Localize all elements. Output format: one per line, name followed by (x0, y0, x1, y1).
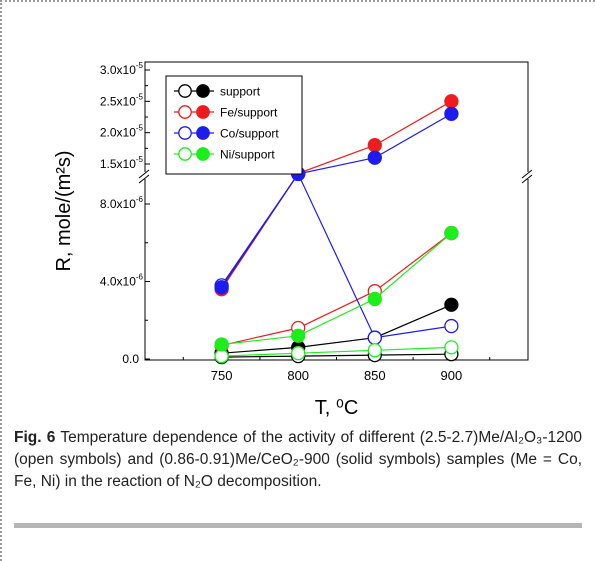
series-line (221, 304, 452, 354)
caption-label: Fig. 6 (14, 429, 56, 446)
legend-marker-open (178, 147, 192, 161)
legend-marker-open (178, 126, 192, 140)
legend-label: Ni/support (220, 148, 275, 162)
axis-break-mark (138, 169, 150, 179)
x-tick-label: 800 (287, 368, 309, 383)
axis-break-mark (521, 169, 533, 179)
axis-break-gap-right (522, 172, 534, 179)
axis-break-mark (521, 174, 533, 184)
data-point (214, 337, 229, 352)
data-point (444, 225, 459, 241)
legend-label: support (220, 85, 261, 99)
legend-marker-solid (196, 126, 210, 140)
data-point (367, 291, 382, 307)
data-point (291, 346, 306, 361)
y-tick-label: 2.5x10-5 (100, 92, 144, 108)
series-line (221, 346, 452, 357)
x-axis-label: T, ⁰C (315, 397, 359, 419)
axis-break-gap-left (139, 172, 151, 179)
data-point (367, 343, 382, 358)
data-point (367, 330, 382, 345)
data-point (444, 340, 459, 355)
x-tick-label: 850 (364, 368, 386, 383)
data-point (444, 297, 459, 312)
series-line (221, 232, 452, 346)
series-line (221, 113, 452, 288)
y-tick-label: 4.0x10-6 (100, 273, 144, 289)
axis-break-mark (138, 174, 150, 184)
x-tick-label: 900 (441, 368, 463, 383)
data-point (444, 318, 459, 334)
legend-marker-solid (196, 147, 210, 161)
legend-marker-open (178, 84, 192, 98)
data-point (291, 328, 306, 343)
y-tick-label: 3.0x10-5 (100, 61, 144, 77)
legend-label: Fe/support (220, 106, 278, 120)
data-point (444, 106, 459, 122)
y-tick-label: 0.0 (122, 352, 139, 366)
figure-caption: Fig. 6 Temperature dependence of the act… (14, 427, 582, 493)
y-tick-label: 1.5x10-5 (100, 155, 144, 171)
left-dotted-border (0, 0, 5, 561)
legend-label: Co/support (220, 127, 279, 141)
data-point (367, 138, 382, 153)
top-dotted-border (0, 0, 595, 5)
data-point (367, 150, 382, 165)
caption-text: Temperature dependence of the activity o… (14, 429, 582, 490)
x-tick-label: 750 (211, 368, 233, 383)
legend-marker-solid (196, 105, 210, 119)
legend-marker-solid (196, 84, 210, 98)
temperature-activity-chart: 750 800 850 900 0.0 4.0x10-6 8.0x10-6 1.5x10-5 2… (53, 61, 534, 419)
series-line (221, 232, 452, 346)
series-line (221, 172, 452, 339)
legend-marker-open (178, 105, 192, 119)
y-tick-label: 2.0x10-5 (100, 124, 144, 140)
caption-rule (14, 523, 582, 528)
y-tick-label: 8.0x10-6 (100, 195, 144, 211)
series-line (221, 353, 452, 358)
y-axis-label: R, mole/(m²s) (53, 150, 75, 271)
data-point (214, 280, 229, 295)
data-point (444, 94, 459, 109)
